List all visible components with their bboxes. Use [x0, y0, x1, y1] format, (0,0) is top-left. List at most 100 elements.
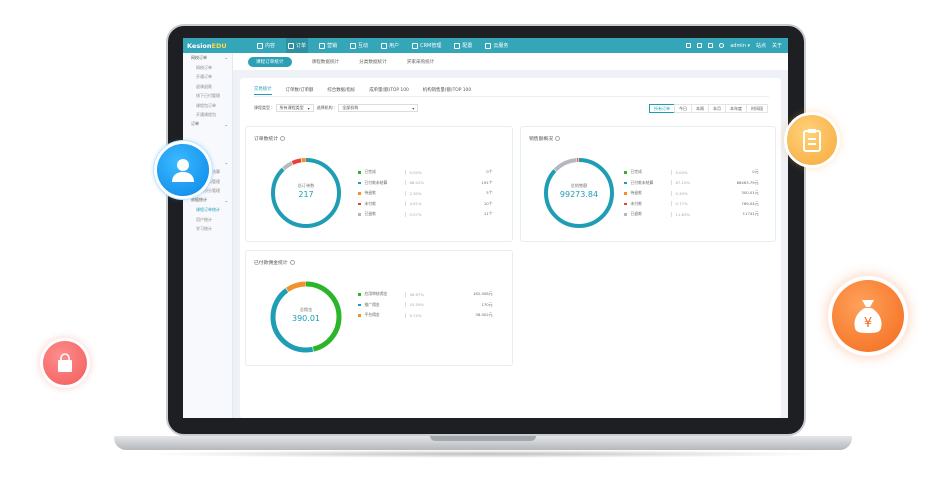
- legend-percent: 0.00%: [404, 169, 455, 175]
- nav-icon: [319, 42, 326, 49]
- legend-row[interactable]: 已退款 11.83% 11741元: [624, 209, 759, 220]
- legend-row[interactable]: 推广佣金 43.59% 170元: [358, 300, 493, 311]
- nav-item-6[interactable]: 配置: [452, 38, 474, 53]
- mobile-icon[interactable]: [708, 43, 714, 48]
- donut-segment[interactable]: [270, 281, 342, 353]
- legend-value: 5个: [486, 190, 493, 196]
- nav-item-2[interactable]: 营销: [317, 38, 339, 53]
- user-menu[interactable]: admin ▾: [730, 42, 750, 49]
- monitor-icon[interactable]: [697, 43, 703, 48]
- time-button-4[interactable]: 本年度: [725, 104, 747, 113]
- inner-tab-1[interactable]: 订单数/订单额: [285, 88, 314, 93]
- donut-center: 总订单数 217: [276, 183, 336, 199]
- sidebar-item[interactable]: 课程订单统计: [196, 207, 220, 212]
- sidebar-item[interactable]: 退课退款: [196, 83, 212, 89]
- nav-item-1[interactable]: 订单: [286, 38, 309, 53]
- donut-segment[interactable]: [270, 281, 342, 353]
- nav-icon: [412, 42, 419, 49]
- nav-icon: [381, 42, 388, 49]
- time-button-2[interactable]: 本周: [691, 104, 709, 113]
- info-icon[interactable]: [289, 260, 295, 265]
- sidebar-item[interactable]: 开通订单: [196, 74, 212, 79]
- legend: 已完成 0.00% 0个 已付款未结算 88.02% 191个 待退款 2.30% 5个 未付款 4…: [358, 167, 493, 220]
- sidebar-group[interactable]: 网校订单 ⌄: [183, 53, 232, 63]
- legend-row[interactable]: 已付款未结算 87.10% 86463.79元: [624, 178, 759, 189]
- subtab-1[interactable]: 课程数据统计: [311, 59, 340, 65]
- legend-name: 未付款: [364, 200, 376, 206]
- nav-label: 配置: [462, 43, 473, 49]
- legend-row[interactable]: 已完成 0.00% 0元: [624, 167, 759, 178]
- donut-chart: [271, 158, 341, 228]
- legend-name: 未付款: [630, 200, 642, 206]
- info-icon[interactable]: [280, 136, 285, 141]
- time-button-0[interactable]: 所有订单: [649, 104, 675, 113]
- time-button-3[interactable]: 本月: [708, 104, 726, 113]
- inner-tab-2[interactable]: 综合数据/指标: [327, 88, 356, 93]
- legend-name: 已付款未结算: [630, 179, 654, 185]
- inner-tab-4[interactable]: 机构销售量(额)TOP 100: [422, 88, 472, 93]
- legend-dot: [358, 171, 361, 174]
- sidebar-group[interactable]: 数据统计 ⌄: [183, 196, 232, 206]
- donut-center-value: 99273.84: [559, 190, 599, 199]
- home-icon[interactable]: [686, 43, 692, 48]
- sidebar-item[interactable]: 线下已付管理: [196, 93, 220, 98]
- org-label: 选择机构 :: [316, 105, 336, 110]
- legend-row[interactable]: 平台佣金 9.74% 38.002元: [358, 310, 493, 321]
- legend-row[interactable]: 已退款 5.07% 11个: [358, 209, 493, 220]
- donut-center-label: 总销售额: [570, 183, 588, 188]
- legend-name: 待退款: [630, 190, 642, 196]
- donut-center-label: 总佣金: [299, 307, 313, 312]
- nav-item-7[interactable]: 云服务: [483, 38, 510, 53]
- time-button-5[interactable]: 时间段: [746, 104, 768, 113]
- legend-row[interactable]: 未付款 4.61% 10个: [358, 199, 493, 210]
- legend-row[interactable]: 待退款 2.30% 5个: [358, 188, 493, 199]
- legend-row[interactable]: 应用审核佣金 46.67% 182.008元: [358, 289, 493, 300]
- nav-item-0[interactable]: 内容: [255, 38, 277, 53]
- legend-percent: 5.07%: [404, 211, 455, 217]
- legend-percent: 11.83%: [670, 211, 721, 217]
- sidebar-item[interactable]: 网校订单: [196, 64, 212, 70]
- sidebar-item[interactable]: 消费积分管理: [183, 186, 232, 196]
- info-icon[interactable]: [555, 136, 560, 141]
- donut-segment[interactable]: [271, 158, 341, 228]
- app-screen: KesionEDU 内容 订单 营销 互动 用户 CRM管理 配置 云服务 admin ▾ 站…: [183, 38, 788, 418]
- legend-value: 300.01元: [741, 190, 759, 196]
- nav-item-3[interactable]: 互动: [348, 38, 370, 53]
- sidebar-item[interactable]: 课程包订单: [196, 102, 216, 108]
- chevron-down-icon: ⌄: [224, 197, 228, 203]
- sidebar-item[interactable]: 学习统计: [196, 226, 212, 231]
- legend-percent: 43.59%: [404, 302, 455, 308]
- time-button-1[interactable]: 今日: [674, 104, 692, 113]
- donut-segment[interactable]: [544, 158, 614, 228]
- clipboard-icon: [787, 115, 837, 165]
- nav-item-5[interactable]: CRM管理: [410, 38, 443, 53]
- legend-value: 182.008元: [473, 291, 493, 297]
- legend-name: 已付款未结算: [364, 179, 388, 185]
- org-select[interactable]: 全部机构 ▾: [338, 104, 419, 112]
- inner-tab-3[interactable]: 成单量(额)TOP 100: [369, 88, 409, 93]
- chevron-down-icon: ⌄: [224, 121, 228, 127]
- laptop-notch: [430, 436, 536, 441]
- about-link[interactable]: 关于: [771, 43, 782, 49]
- subtab-0[interactable]: 课程订单统计: [248, 56, 292, 67]
- site-link[interactable]: 站点: [755, 43, 766, 49]
- legend-dot: [358, 181, 361, 184]
- subtab-2[interactable]: 分类数据统计: [359, 59, 387, 65]
- money-bag-icon: ¥: [832, 280, 904, 352]
- legend-percent: 87.10%: [670, 180, 721, 186]
- commission-card: 已付款佣金统计 总佣金 390.01 应用审核佣金 46.67% 182.008元 推广佣金…: [245, 250, 513, 366]
- legend-row[interactable]: 未付款 0.77% 769.04元: [624, 199, 759, 210]
- sidebar-group[interactable]: 订单 ⌄: [183, 120, 232, 130]
- subtab-3[interactable]: 买家采购统计: [406, 59, 435, 65]
- inner-tab-0[interactable]: 交易统计: [254, 86, 272, 95]
- nav-item-4[interactable]: 用户: [379, 38, 401, 53]
- legend-row[interactable]: 已付款未结算 88.02% 191个: [358, 178, 493, 189]
- refresh-icon[interactable]: [719, 43, 725, 48]
- sidebar-item[interactable]: 充值记录管理: [183, 177, 232, 187]
- sidebar-item[interactable]: 用户统计: [196, 216, 212, 222]
- legend-dot: [624, 213, 627, 216]
- sidebar-item[interactable]: 开通课程包: [196, 112, 216, 117]
- legend-row[interactable]: 待退款 0.30% 300.01元: [624, 188, 759, 199]
- course-type-select[interactable]: 所有课程类型 ▾: [275, 104, 314, 112]
- legend-row[interactable]: 已完成 0.00% 0个: [358, 167, 493, 178]
